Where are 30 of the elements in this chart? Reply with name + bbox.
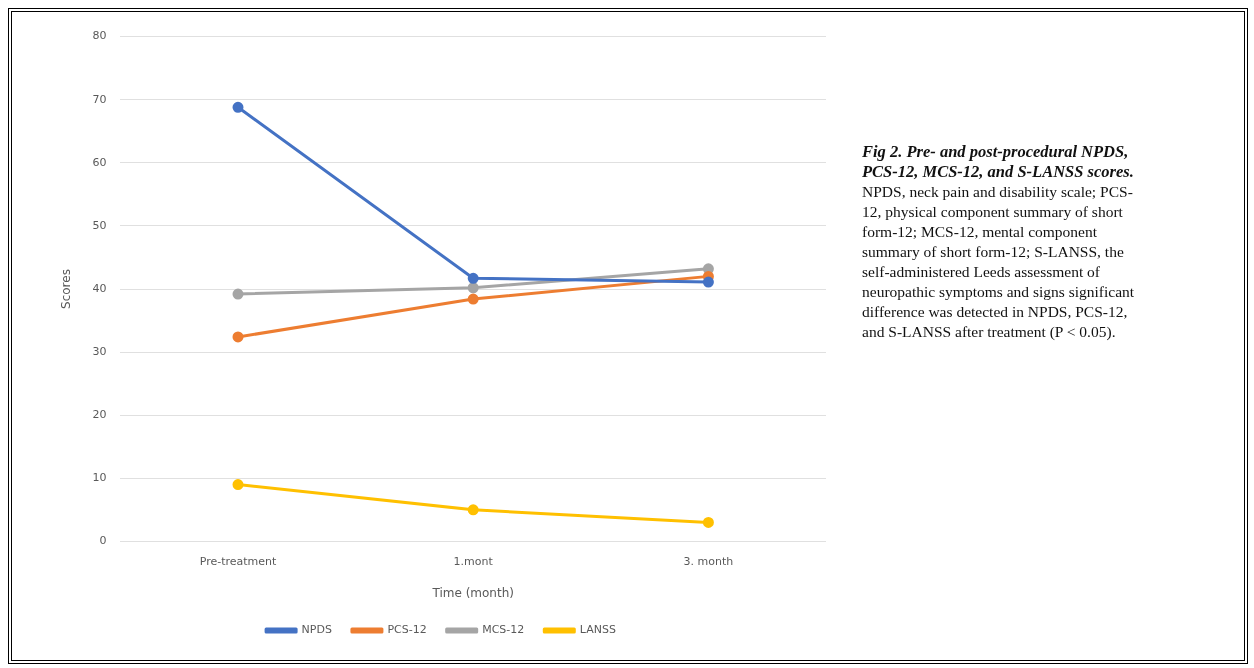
point [467,282,479,294]
y-tick-label: 0 [99,534,107,548]
legend-label: MCS-12 [482,623,525,637]
text: NPDS, neck pain and disability scale; PCS-12, physical component summary of short form-12; MCS-12, mental component summary of short form-12; S-LANSS, the self-administered Leeds assessment of neuropathic symptoms and signs significant difference was detected in NPDS, PCS-12, and S-LANSS after treatment (P < 0.05). [862,182,1136,342]
x-tick-label: Pre-treatment [199,554,277,568]
legend-label: LANSS [579,623,616,637]
y-tick-label: 10 [92,471,107,485]
x-tick-label: 3. month [683,554,734,568]
point [702,516,714,528]
text: Fig 2. Pre- and post-procedural NPDS, PCS-12, MCS-12, and S-LANSS scores. [862,142,1135,182]
point [467,293,479,305]
y-tick-label: 30 [92,344,107,358]
point [232,331,244,343]
legend-label: NPDS [301,623,332,637]
y-tick-label: 50 [92,218,107,232]
point [232,288,244,300]
point [232,101,244,113]
y-tick-label: 60 [92,155,107,169]
point [467,272,479,284]
x-axis-title: Time (month) [431,585,514,600]
y-tick-label: 20 [92,408,107,422]
legend-label: PCS-12 [387,623,427,637]
y-tick-label: 40 [92,281,107,295]
y-tick-label: 80 [92,29,107,43]
point [467,504,479,516]
point [702,276,714,288]
x-tick-label: 1.mont [453,554,494,568]
y-tick-label: 70 [92,92,107,106]
y-axis-title: Scores [59,269,74,309]
point [232,479,244,491]
